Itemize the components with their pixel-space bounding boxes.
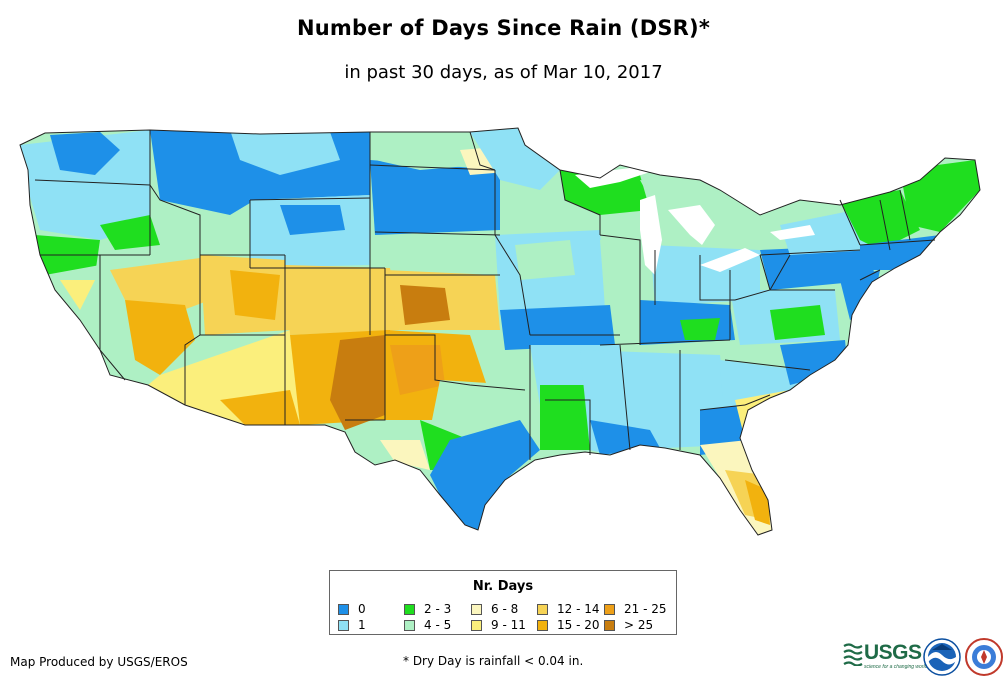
legend-swatch: [537, 619, 548, 631]
legend-item: 4 - 5: [404, 618, 451, 632]
agency-logos: USGS science for a changing world: [843, 636, 1003, 682]
legend-swatch: [471, 619, 482, 631]
legend-swatch: [537, 603, 548, 615]
legend-label: 15 - 20: [557, 618, 600, 632]
legend-label: 12 - 14: [557, 602, 600, 616]
legend-swatch: [471, 603, 482, 615]
legend-item: 12 - 14: [537, 602, 600, 616]
legend-swatch: [338, 603, 349, 615]
legend-swatch: [604, 619, 615, 631]
us-dsr-map: [19, 127, 981, 536]
usgs-tagline: science for a changing world: [864, 664, 928, 670]
usgs-logo-text: USGS: [864, 641, 922, 664]
legend-item: 2 - 3: [404, 602, 451, 616]
legend-label: 6 - 8: [491, 602, 519, 616]
map-subtitle: in past 30 days, as of Mar 10, 2017: [344, 62, 663, 83]
dry-day-footnote: * Dry Day is rainfall < 0.04 in.: [403, 654, 584, 668]
nws-logo: [965, 638, 1003, 676]
legend-swatch: [404, 603, 415, 615]
legend-swatch: [604, 603, 615, 615]
legend-swatch: [404, 619, 415, 631]
legend-label: 9 - 11: [491, 618, 526, 632]
usgs-logo: [843, 643, 863, 666]
legend-item: 1: [338, 618, 366, 632]
legend-item: 6 - 8: [471, 602, 518, 616]
map-credit: Map Produced by USGS/EROS: [10, 655, 188, 669]
legend: Nr. Days 0 1 2 - 3 4 - 5 6 - 8 9 - 11 12…: [329, 570, 677, 635]
legend-swatch: [338, 619, 349, 631]
legend-label: 1: [358, 618, 366, 632]
legend-item: 0: [338, 602, 366, 616]
legend-item: > 25: [604, 618, 653, 632]
legend-title: Nr. Days: [472, 579, 534, 594]
legend-item: 15 - 20: [537, 618, 600, 632]
legend-item: 9 - 11: [471, 618, 526, 632]
legend-label: 0: [358, 602, 366, 616]
legend-label: 21 - 25: [624, 602, 667, 616]
map-title: Number of Days Since Rain (DSR)*: [296, 16, 711, 40]
legend-label: > 25: [624, 618, 654, 632]
legend-item: 21 - 25: [604, 602, 667, 616]
legend-label: 2 - 3: [424, 602, 452, 616]
legend-label: 4 - 5: [424, 618, 452, 632]
noaa-logo: [923, 638, 961, 676]
